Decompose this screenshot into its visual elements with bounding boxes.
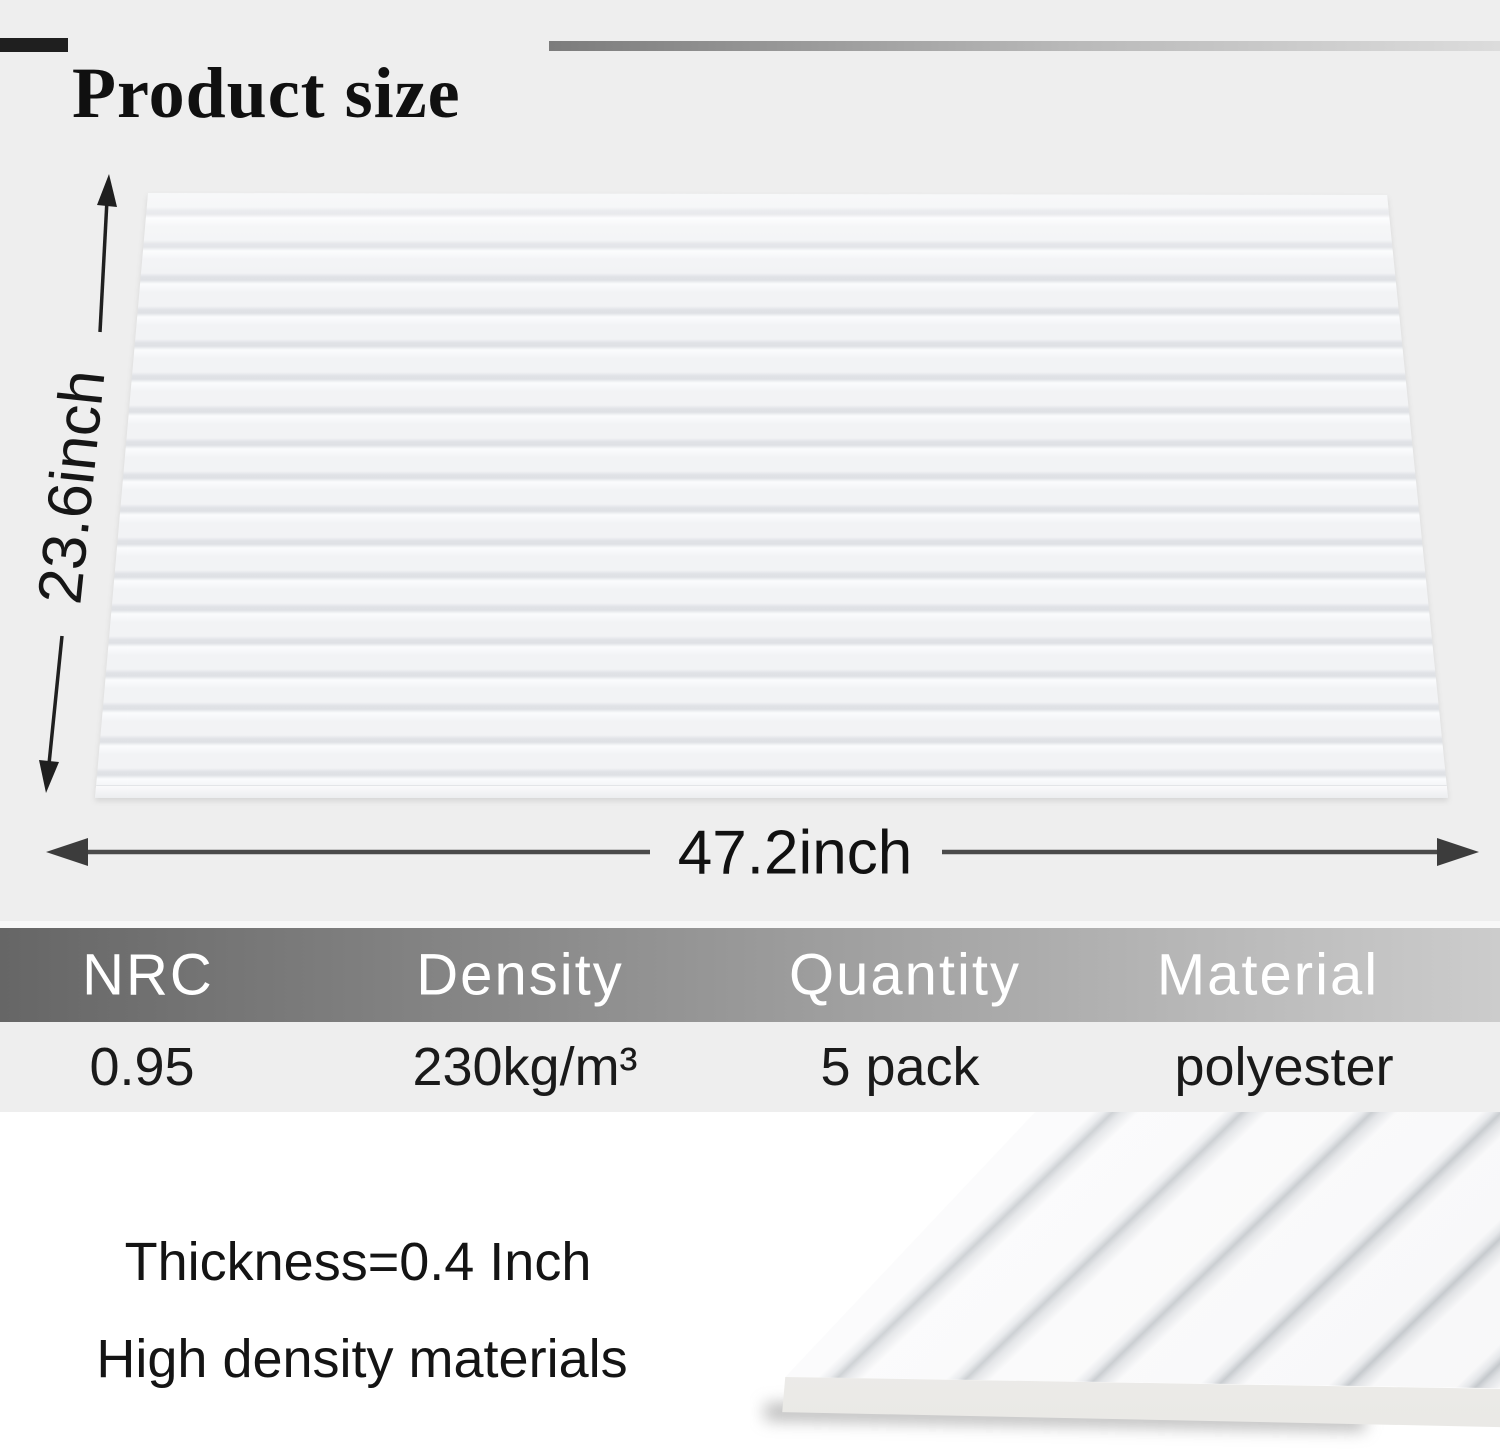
details-section: Thickness=0.4 Inch High density material…	[0, 1112, 1500, 1453]
thickness-note: Thickness=0.4 Inch	[124, 1232, 592, 1292]
panel-grooved-surface	[95, 193, 1448, 798]
table-top-separator	[0, 921, 1500, 928]
spec-value-density: 230kg/m³	[412, 1037, 638, 1097]
title-left-rule	[0, 38, 68, 52]
down-arrowhead-icon	[39, 760, 59, 793]
spec-header-nrc: NRC	[82, 942, 214, 1008]
spec-table-value-row: 0.95 230kg/m³ 5 pack polyester	[0, 1022, 1500, 1112]
spec-value-nrc: 0.95	[89, 1037, 195, 1097]
panel-bottom-edge	[95, 785, 1448, 798]
density-note: High density materials	[96, 1329, 628, 1389]
title-right-rule	[549, 41, 1500, 51]
left-arrowhead-icon	[46, 838, 88, 866]
width-dimension-label: 47.2inch	[677, 818, 913, 888]
spec-value-material: polyester	[1174, 1037, 1394, 1097]
spec-header-quantity: Quantity	[789, 942, 1021, 1008]
spec-table-header-row: NRC Density Quantity Material	[0, 928, 1500, 1022]
page-title: Product size	[72, 53, 461, 134]
spec-value-quantity: 5 pack	[820, 1037, 980, 1097]
acoustic-panel-illustration	[95, 193, 1448, 798]
panel-edge-photo	[750, 1112, 1500, 1453]
spec-header-density: Density	[416, 942, 624, 1008]
right-arrowhead-icon	[1437, 838, 1479, 866]
spec-header-material: Material	[1156, 942, 1380, 1008]
